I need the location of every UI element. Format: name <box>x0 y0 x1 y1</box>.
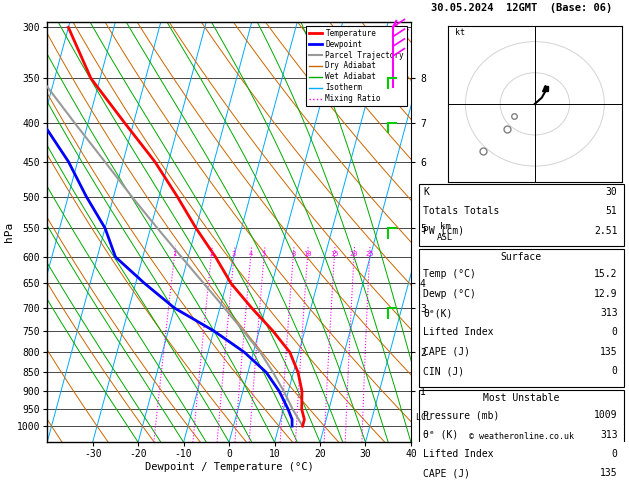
Text: Lifted Index: Lifted Index <box>423 328 494 337</box>
Text: Surface: Surface <box>501 252 542 262</box>
Text: LCL: LCL <box>411 413 431 422</box>
Text: 15.2: 15.2 <box>594 269 618 279</box>
Y-axis label: hPa: hPa <box>4 222 14 242</box>
Text: 5: 5 <box>262 251 266 257</box>
Text: 135: 135 <box>600 347 618 357</box>
Text: K: K <box>423 187 429 197</box>
Text: Dewp (°C): Dewp (°C) <box>423 289 476 299</box>
Text: 12.9: 12.9 <box>594 289 618 299</box>
Text: 135: 135 <box>600 469 618 478</box>
Text: θᵉ(K): θᵉ(K) <box>423 308 452 318</box>
Text: 1: 1 <box>172 251 177 257</box>
Text: θᵉ (K): θᵉ (K) <box>423 430 458 440</box>
Text: Pressure (mb): Pressure (mb) <box>423 410 499 420</box>
Text: 313: 313 <box>600 308 618 318</box>
Text: 25: 25 <box>365 251 374 257</box>
Text: 313: 313 <box>600 430 618 440</box>
Text: 2: 2 <box>209 251 213 257</box>
Text: PW (cm): PW (cm) <box>423 226 464 236</box>
Legend: Temperature, Dewpoint, Parcel Trajectory, Dry Adiabat, Wet Adiabat, Isotherm, Mi: Temperature, Dewpoint, Parcel Trajectory… <box>306 26 407 106</box>
Y-axis label: km
ASL: km ASL <box>437 223 454 242</box>
Text: 0: 0 <box>611 366 618 376</box>
Text: 0: 0 <box>611 328 618 337</box>
Text: 3: 3 <box>232 251 236 257</box>
Text: Totals Totals: Totals Totals <box>423 207 499 216</box>
Text: 10: 10 <box>303 251 312 257</box>
Text: Temp (°C): Temp (°C) <box>423 269 476 279</box>
Text: 8: 8 <box>291 251 295 257</box>
Text: 15: 15 <box>330 251 338 257</box>
Text: 30.05.2024  12GMT  (Base: 06): 30.05.2024 12GMT (Base: 06) <box>431 3 612 14</box>
Text: CIN (J): CIN (J) <box>423 366 464 376</box>
Text: 20: 20 <box>350 251 358 257</box>
Text: CAPE (J): CAPE (J) <box>423 469 470 478</box>
Text: 2.51: 2.51 <box>594 226 618 236</box>
Text: 0: 0 <box>611 449 618 459</box>
Text: 1009: 1009 <box>594 410 618 420</box>
Text: 51: 51 <box>606 207 618 216</box>
Bar <box>419 184 624 246</box>
Text: © weatheronline.co.uk: © weatheronline.co.uk <box>469 433 574 441</box>
Text: Lifted Index: Lifted Index <box>423 449 494 459</box>
Text: 30: 30 <box>606 187 618 197</box>
X-axis label: Dewpoint / Temperature (°C): Dewpoint / Temperature (°C) <box>145 462 313 472</box>
Bar <box>419 249 624 387</box>
Text: 4: 4 <box>248 251 253 257</box>
Text: Most Unstable: Most Unstable <box>483 393 559 403</box>
Text: CAPE (J): CAPE (J) <box>423 347 470 357</box>
Bar <box>419 390 624 486</box>
